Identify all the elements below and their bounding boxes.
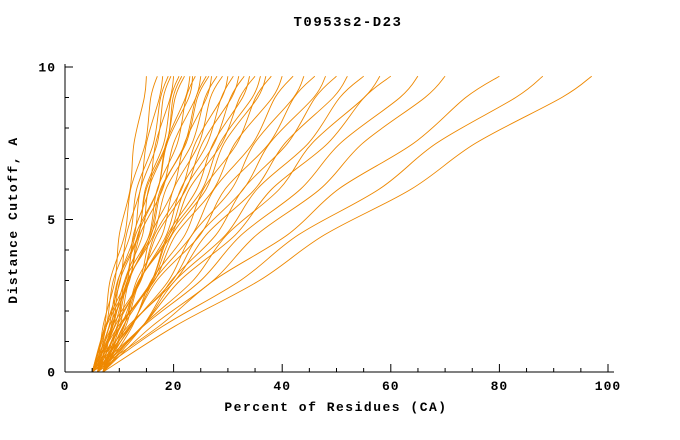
model-curve [91,75,500,373]
axes [64,64,614,373]
model-curve [102,75,446,373]
model-curve [91,76,158,373]
model-curve [91,76,283,373]
x-axis-label: Percent of Residues (CA) [224,400,447,415]
model-curve [91,75,218,373]
model-curve [102,75,223,373]
model-curve [102,76,183,373]
model-curve [102,75,592,373]
model-curve [91,75,210,373]
model-curve [91,76,202,373]
y-tick-label: 0 [47,366,56,381]
model-curve [91,76,194,373]
chart-title: T0953s2-D23 [294,15,403,31]
model-curve [97,75,419,373]
model-curve [102,75,234,373]
model-curve [97,76,261,373]
model-curve [97,75,544,373]
y-tick-label: 10 [38,61,56,76]
model-curve [97,76,191,373]
model-curve [97,75,326,373]
model-curve [97,76,172,373]
x-tick-label: 0 [61,379,70,394]
model-curve [97,76,267,373]
x-tick-label: 60 [382,379,400,394]
model-curve [97,76,180,373]
y-tick-label: 5 [47,213,56,228]
model-curve [97,75,364,373]
tick-labels: 0 20 40 60 80 100 0 5 10 [38,61,621,395]
x-tick-label: 80 [491,379,509,394]
y-axis-label: Distance Cutoff, A [6,136,21,303]
x-tick-label: 20 [165,379,183,394]
x-tick-label: 40 [273,379,291,394]
model-curve [102,76,175,373]
model-curve [91,76,185,373]
model-curve [97,76,147,373]
x-tick-label: 100 [595,379,621,394]
model-curve [91,75,348,373]
model-curve [102,76,305,373]
model-curve [91,75,392,373]
model-curve [102,75,337,373]
model-curves [91,75,592,373]
